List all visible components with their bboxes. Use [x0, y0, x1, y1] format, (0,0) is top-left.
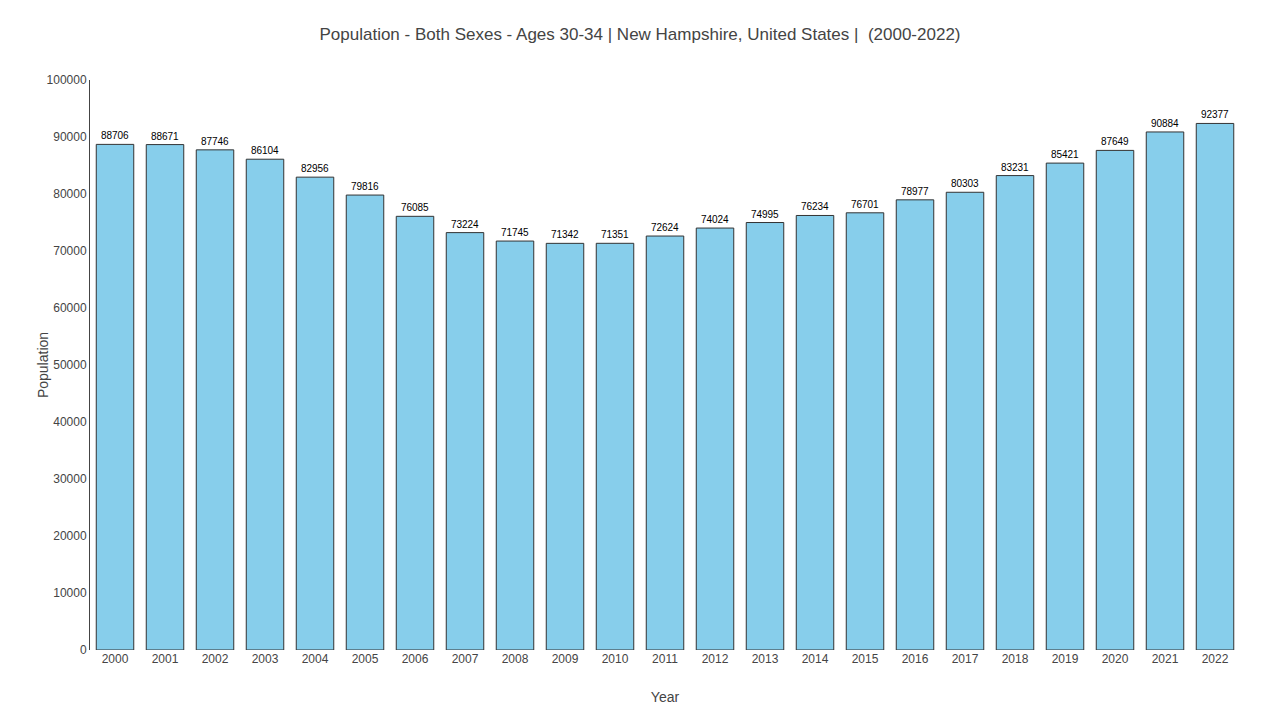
- svg-text:50000: 50000: [53, 358, 87, 372]
- svg-text:2011: 2011: [652, 652, 678, 666]
- svg-text:60000: 60000: [53, 301, 87, 315]
- svg-text:76085: 76085: [401, 202, 429, 213]
- svg-text:2016: 2016: [902, 652, 929, 666]
- svg-text:20000: 20000: [53, 529, 87, 543]
- svg-text:80000: 80000: [53, 187, 87, 201]
- svg-text:70000: 70000: [53, 244, 87, 258]
- svg-text:2017: 2017: [952, 652, 979, 666]
- svg-text:92377: 92377: [1201, 109, 1229, 120]
- svg-text:2020: 2020: [1102, 652, 1129, 666]
- svg-text:2003: 2003: [252, 652, 279, 666]
- svg-text:30000: 30000: [53, 472, 87, 486]
- svg-text:71351: 71351: [601, 229, 629, 240]
- svg-text:2001: 2001: [152, 652, 179, 666]
- svg-text:2012: 2012: [702, 652, 729, 666]
- svg-text:82956: 82956: [301, 163, 329, 174]
- svg-text:74995: 74995: [751, 209, 779, 220]
- svg-text:Population - Both Sexes - Ages: Population - Both Sexes - Ages 30-34 | N…: [319, 25, 960, 44]
- svg-text:40000: 40000: [53, 415, 87, 429]
- svg-text:2006: 2006: [402, 652, 429, 666]
- svg-text:100000: 100000: [47, 73, 87, 87]
- svg-text:2008: 2008: [502, 652, 529, 666]
- svg-text:72624: 72624: [651, 222, 679, 233]
- svg-text:85421: 85421: [1051, 149, 1079, 160]
- svg-text:87649: 87649: [1101, 136, 1129, 147]
- svg-text:90000: 90000: [53, 130, 87, 144]
- svg-text:2021: 2021: [1152, 652, 1179, 666]
- svg-text:2022: 2022: [1202, 652, 1229, 666]
- svg-text:2002: 2002: [202, 652, 229, 666]
- svg-text:2007: 2007: [452, 652, 479, 666]
- svg-text:0: 0: [80, 643, 87, 657]
- svg-text:2015: 2015: [852, 652, 879, 666]
- svg-text:71745: 71745: [501, 227, 529, 238]
- svg-text:88706: 88706: [101, 130, 129, 141]
- svg-text:2010: 2010: [602, 652, 629, 666]
- svg-text:2005: 2005: [352, 652, 379, 666]
- svg-text:2009: 2009: [552, 652, 579, 666]
- svg-text:2014: 2014: [802, 652, 829, 666]
- svg-text:10000: 10000: [53, 586, 87, 600]
- svg-text:76701: 76701: [851, 199, 879, 210]
- svg-text:83231: 83231: [1001, 162, 1029, 173]
- svg-text:2019: 2019: [1052, 652, 1079, 666]
- svg-text:76234: 76234: [801, 201, 829, 212]
- svg-text:2018: 2018: [1002, 652, 1029, 666]
- svg-text:74024: 74024: [701, 214, 729, 225]
- svg-text:79816: 79816: [351, 181, 379, 192]
- svg-text:87746: 87746: [201, 136, 229, 147]
- svg-text:2000: 2000: [102, 652, 129, 666]
- svg-text:2013: 2013: [752, 652, 779, 666]
- svg-text:80303: 80303: [951, 178, 979, 189]
- svg-text:Population: Population: [35, 332, 51, 398]
- svg-text:88671: 88671: [151, 131, 179, 142]
- svg-text:Year: Year: [651, 689, 680, 705]
- svg-text:71342: 71342: [551, 229, 579, 240]
- svg-text:78977: 78977: [901, 186, 929, 197]
- svg-text:90884: 90884: [1151, 118, 1179, 129]
- svg-text:2004: 2004: [302, 652, 329, 666]
- svg-text:86104: 86104: [251, 145, 279, 156]
- svg-text:73224: 73224: [451, 219, 479, 230]
